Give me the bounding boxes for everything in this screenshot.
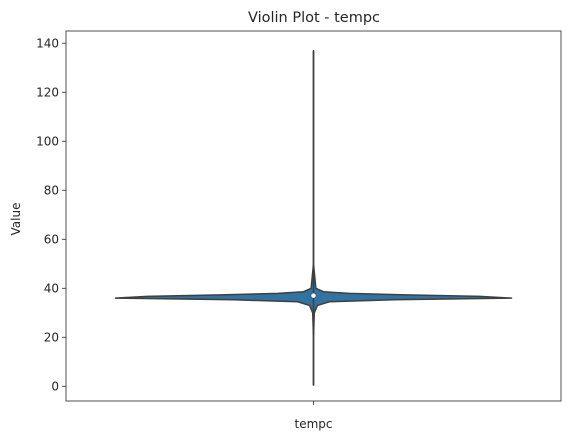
y-tick-label: 60 xyxy=(44,232,59,246)
y-tick-label: 140 xyxy=(36,36,59,50)
y-tick-label: 20 xyxy=(44,330,59,344)
y-tick-label: 40 xyxy=(44,281,59,295)
y-tick-label: 100 xyxy=(36,134,59,148)
x-tick-label: tempc xyxy=(295,417,333,431)
plot-area: 0 20 40 60 80 100 120 140 tempc xyxy=(36,30,562,431)
y-axis-label: Value xyxy=(9,203,23,236)
violin-median-point xyxy=(310,292,317,299)
y-tick-label: 0 xyxy=(51,379,59,393)
chart-title: Violin Plot - tempc xyxy=(248,10,380,26)
y-tick-label: 120 xyxy=(36,85,59,99)
y-tick-label: 80 xyxy=(44,183,59,197)
